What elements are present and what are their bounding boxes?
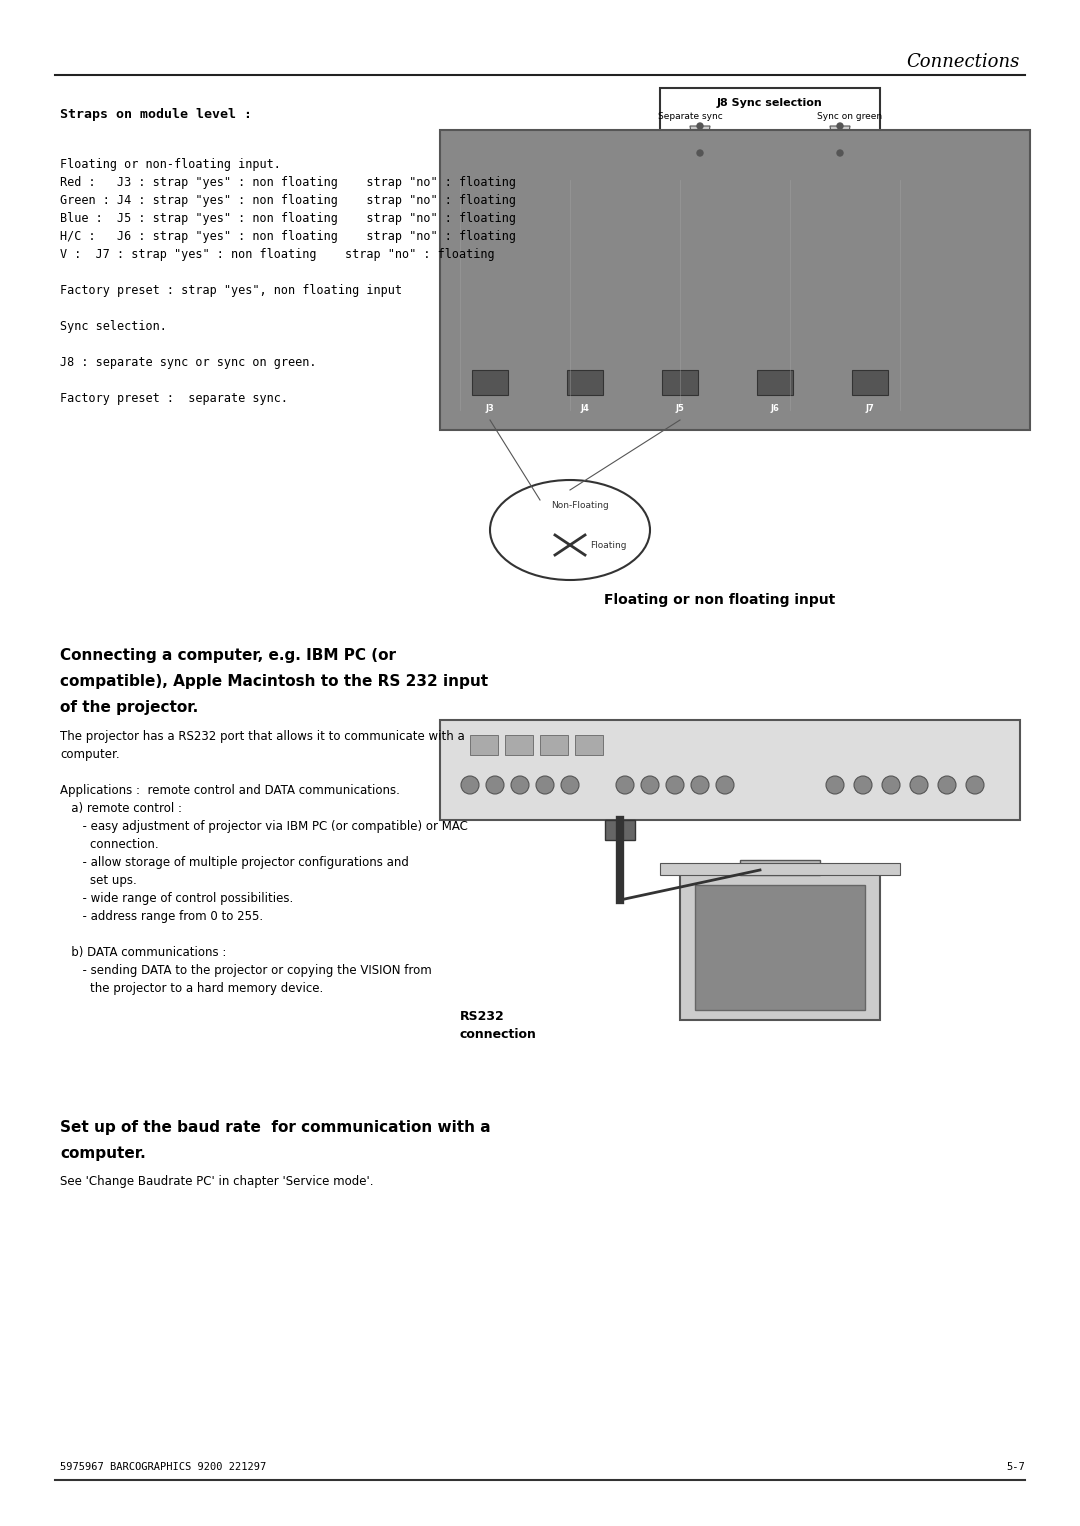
Bar bbox=[680, 870, 880, 1019]
Text: Factory preset :  separate sync.: Factory preset : separate sync. bbox=[60, 392, 288, 404]
Text: V :  J7 : strap "yes" : non floating    strap "no" : floating: V : J7 : strap "yes" : non floating stra… bbox=[60, 249, 495, 261]
Text: J8 : separate sync or sync on green.: J8 : separate sync or sync on green. bbox=[60, 356, 316, 369]
Circle shape bbox=[697, 124, 703, 130]
Bar bbox=[662, 369, 698, 395]
Circle shape bbox=[616, 777, 634, 794]
Text: J8 Sync selection: J8 Sync selection bbox=[717, 98, 823, 108]
Bar bbox=[605, 819, 635, 839]
Bar bbox=[852, 369, 888, 395]
Text: J5: J5 bbox=[676, 403, 685, 412]
Text: the projector to a hard memory device.: the projector to a hard memory device. bbox=[60, 983, 323, 995]
Text: Connections: Connections bbox=[906, 53, 1020, 72]
Bar bbox=[472, 369, 508, 395]
Polygon shape bbox=[831, 127, 850, 153]
Circle shape bbox=[461, 777, 480, 794]
Text: Red :   J3 : strap "yes" : non floating    strap "no" : floating: Red : J3 : strap "yes" : non floating st… bbox=[60, 175, 516, 189]
Ellipse shape bbox=[490, 481, 650, 580]
Text: Straps on module level :: Straps on module level : bbox=[60, 108, 252, 121]
Circle shape bbox=[966, 777, 984, 794]
Circle shape bbox=[837, 150, 843, 156]
FancyBboxPatch shape bbox=[660, 89, 880, 168]
Circle shape bbox=[910, 777, 928, 794]
Circle shape bbox=[642, 777, 659, 794]
Text: computer.: computer. bbox=[60, 1146, 146, 1161]
Text: - easy adjustment of projector via IBM PC (or compatible) or MAC: - easy adjustment of projector via IBM P… bbox=[60, 819, 468, 833]
Text: - sending DATA to the projector or copying the VISION from: - sending DATA to the projector or copyi… bbox=[60, 964, 432, 977]
Text: 5-7: 5-7 bbox=[1007, 1462, 1025, 1473]
Bar bbox=[470, 736, 498, 755]
Circle shape bbox=[716, 777, 734, 794]
Circle shape bbox=[561, 777, 579, 794]
Text: Blue :  J5 : strap "yes" : non floating    strap "no" : floating: Blue : J5 : strap "yes" : non floating s… bbox=[60, 212, 516, 224]
Bar bbox=[757, 369, 793, 395]
Text: Factory preset : strap "yes", non floating input: Factory preset : strap "yes", non floati… bbox=[60, 284, 402, 298]
Circle shape bbox=[697, 150, 703, 156]
Text: J3: J3 bbox=[486, 403, 495, 412]
Bar bbox=[575, 736, 603, 755]
Text: set ups.: set ups. bbox=[60, 874, 137, 887]
Text: Sync selection.: Sync selection. bbox=[60, 320, 167, 333]
Bar bbox=[440, 130, 1030, 430]
Text: - allow storage of multiple projector configurations and: - allow storage of multiple projector co… bbox=[60, 856, 409, 868]
Text: b) DATA communications :: b) DATA communications : bbox=[60, 946, 227, 958]
Text: The projector has a RS232 port that allows it to communicate with a: The projector has a RS232 port that allo… bbox=[60, 729, 464, 743]
Bar bbox=[540, 736, 568, 755]
Circle shape bbox=[691, 777, 708, 794]
Text: J4: J4 bbox=[581, 403, 590, 412]
Text: J7: J7 bbox=[866, 403, 875, 412]
Text: Connecting a computer, e.g. IBM PC (or: Connecting a computer, e.g. IBM PC (or bbox=[60, 649, 396, 662]
Circle shape bbox=[486, 777, 504, 794]
Text: compatible), Apple Macintosh to the RS 232 input: compatible), Apple Macintosh to the RS 2… bbox=[60, 674, 488, 690]
Text: H/C :   J6 : strap "yes" : non floating    strap "no" : floating: H/C : J6 : strap "yes" : non floating st… bbox=[60, 230, 516, 243]
Text: RS232
connection: RS232 connection bbox=[460, 1010, 537, 1041]
Bar bbox=[505, 736, 534, 755]
Text: connection.: connection. bbox=[60, 838, 159, 852]
Circle shape bbox=[666, 777, 684, 794]
Text: a) remote control :: a) remote control : bbox=[60, 803, 183, 815]
Text: - address range from 0 to 255.: - address range from 0 to 255. bbox=[60, 909, 264, 923]
Bar bbox=[696, 885, 865, 1010]
Bar bbox=[567, 369, 603, 395]
Circle shape bbox=[826, 777, 843, 794]
Text: See 'Change Baudrate PC' in chapter 'Service mode'.: See 'Change Baudrate PC' in chapter 'Ser… bbox=[60, 1175, 374, 1189]
Bar bbox=[660, 864, 900, 874]
Text: Floating or non floating input: Floating or non floating input bbox=[605, 594, 836, 607]
Circle shape bbox=[882, 777, 900, 794]
Circle shape bbox=[536, 777, 554, 794]
Text: J6: J6 bbox=[770, 403, 780, 412]
Text: Non-Floating: Non-Floating bbox=[551, 501, 609, 510]
Text: Sync on green: Sync on green bbox=[818, 111, 882, 121]
Text: Floating or non-floating input.: Floating or non-floating input. bbox=[60, 159, 281, 171]
Bar bbox=[440, 720, 1020, 819]
Polygon shape bbox=[690, 127, 710, 153]
Text: Green : J4 : strap "yes" : non floating    strap "no" : floating: Green : J4 : strap "yes" : non floating … bbox=[60, 194, 516, 208]
Circle shape bbox=[511, 777, 529, 794]
Text: Applications :  remote control and DATA communications.: Applications : remote control and DATA c… bbox=[60, 784, 400, 797]
Circle shape bbox=[854, 777, 872, 794]
Text: computer.: computer. bbox=[60, 748, 120, 761]
Text: Set up of the baud rate  for communication with a: Set up of the baud rate for communicatio… bbox=[60, 1120, 490, 1135]
Text: of the projector.: of the projector. bbox=[60, 700, 199, 716]
Text: 5975967 BARCOGRAPHICS 9200 221297: 5975967 BARCOGRAPHICS 9200 221297 bbox=[60, 1462, 267, 1473]
Text: - wide range of control possibilities.: - wide range of control possibilities. bbox=[60, 893, 294, 905]
Circle shape bbox=[837, 124, 843, 130]
Bar bbox=[740, 861, 820, 874]
Text: Separate sync: Separate sync bbox=[658, 111, 723, 121]
Circle shape bbox=[939, 777, 956, 794]
Text: Floating: Floating bbox=[590, 540, 626, 549]
